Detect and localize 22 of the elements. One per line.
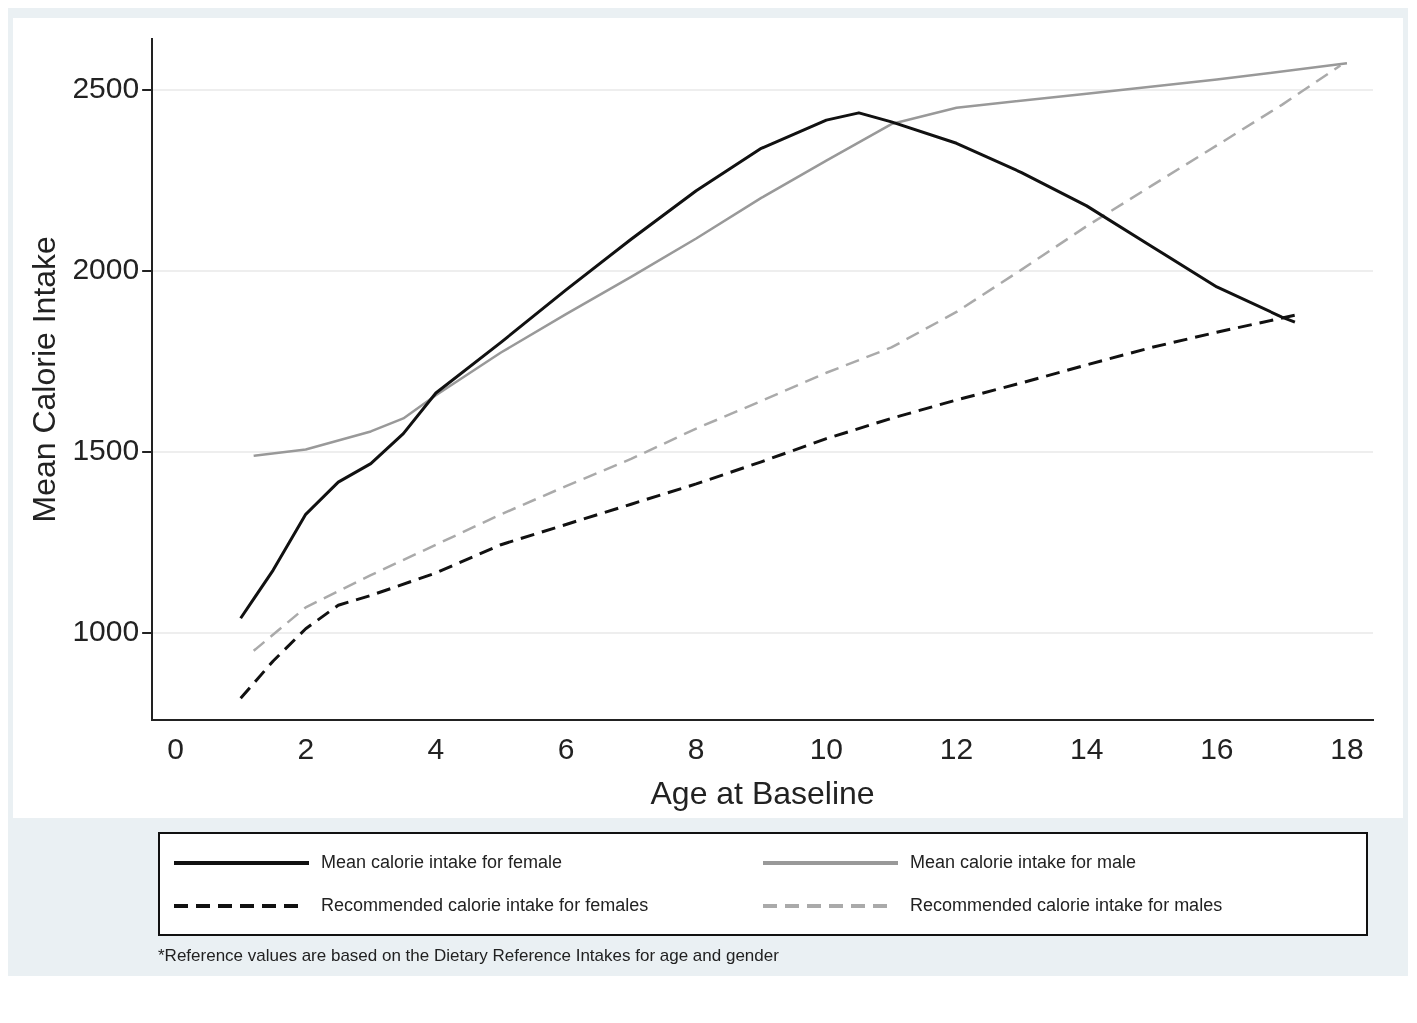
y-tick-label: 1000: [72, 613, 140, 647]
line-series: [252, 64, 1342, 653]
x-axis-title: Age at Baseline: [650, 774, 875, 811]
x-tick-label: 16: [1200, 731, 1234, 765]
y-tick-label: 1500: [72, 432, 140, 466]
x-tick-label: 0: [167, 731, 184, 765]
legend-label: Mean calorie intake for female: [321, 852, 563, 873]
y-tick-label: 2000: [72, 251, 140, 285]
x-tick-label: 12: [939, 731, 974, 765]
y-tick-label: 2500: [72, 70, 140, 104]
x-tick-label: 8: [687, 731, 705, 765]
x-tick-label: 6: [557, 731, 575, 765]
legend-label: Recommended calorie intake for males: [910, 895, 1223, 916]
text: *Reference values are based on the Dietary Reference Intakes for age and gender: [157, 945, 780, 966]
legend-label: Mean calorie intake for male: [910, 852, 1137, 873]
x-tick-label: 4: [427, 731, 445, 765]
x-tick-label: 10: [809, 731, 844, 765]
y-axis-title: Mean Calorie Intake: [26, 236, 63, 523]
x-tick-label: 2: [297, 731, 315, 765]
x-tick-label: 14: [1069, 731, 1104, 765]
x-tick-label: 18: [1330, 731, 1364, 765]
legend-label: Recommended calorie intake for females: [321, 895, 649, 916]
